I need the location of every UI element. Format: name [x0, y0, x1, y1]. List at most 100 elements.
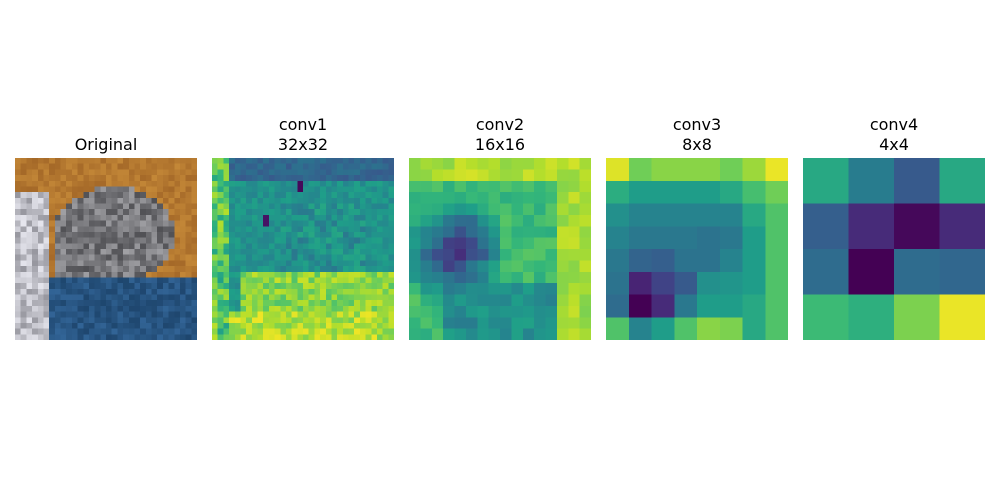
conv1-cell: [274, 237, 281, 244]
original-pixel: [191, 300, 197, 306]
conv1-cell: [314, 260, 321, 267]
original-pixel: [77, 169, 84, 176]
original-pixel: [66, 322, 72, 329]
original-pixel: [66, 317, 72, 324]
conv1-cell: [342, 311, 349, 318]
conv1-cell: [240, 192, 247, 198]
original-pixel: [117, 266, 124, 272]
conv1-cell: [234, 169, 241, 176]
conv1-cell: [229, 317, 235, 324]
conv1-cell: [212, 328, 218, 335]
original-pixel: [179, 180, 186, 187]
conv1-cell: [320, 283, 326, 289]
original-pixel: [191, 254, 197, 261]
original-pixel: [179, 249, 186, 255]
original-pixel: [111, 277, 118, 284]
conv1-cell: [212, 169, 218, 176]
conv1-cell: [376, 311, 383, 318]
conv2-cell: [500, 169, 512, 181]
original-pixel: [111, 226, 118, 233]
conv3-cell: [719, 158, 743, 182]
original-pixel: [66, 192, 72, 198]
original-pixel: [54, 311, 61, 318]
original-pixel: [37, 305, 44, 312]
original-pixel: [185, 283, 192, 289]
original-pixel: [111, 317, 118, 324]
original-pixel: [20, 260, 27, 267]
conv1-cell: [223, 311, 230, 318]
original-pixel: [49, 237, 55, 244]
conv1-cell: [246, 226, 252, 233]
original-pixel: [54, 203, 61, 210]
original-pixel: [168, 231, 175, 238]
conv2-cell: [465, 260, 478, 272]
original-pixel: [71, 175, 78, 181]
conv1-cell: [303, 243, 309, 250]
conv1-cell: [257, 322, 264, 329]
conv1-cell: [297, 169, 304, 176]
panel-title-text: conv1: [278, 115, 328, 134]
conv1-cell: [365, 334, 372, 340]
conv1-cell: [297, 214, 304, 221]
original-pixel: [32, 163, 38, 170]
original-pixel: [174, 203, 181, 210]
conv1-cell: [291, 169, 298, 176]
conv1-cell: [331, 334, 338, 340]
conv1-cell: [251, 197, 258, 204]
conv1-cell: [223, 260, 230, 267]
conv1-cell: [365, 169, 372, 176]
conv3-cell: [765, 294, 788, 318]
conv1-cell: [388, 334, 394, 340]
conv1-cell: [234, 220, 241, 227]
conv1-cell: [342, 209, 349, 215]
original-pixel: [106, 180, 112, 187]
conv1-cell: [251, 322, 258, 329]
conv1-cell: [246, 158, 252, 164]
conv1-cell: [314, 169, 321, 176]
conv1-cell: [354, 317, 360, 324]
conv1-cell: [337, 237, 343, 244]
conv2-cell: [500, 180, 512, 193]
conv2-cell: [500, 237, 512, 250]
original-pixel: [32, 192, 38, 198]
original-pixel: [26, 214, 33, 221]
conv1-cell: [251, 288, 258, 295]
original-pixel: [168, 197, 175, 204]
original-pixel: [191, 158, 197, 164]
original-pixel: [134, 249, 141, 255]
original-pixel: [88, 328, 95, 335]
conv1-cell: [371, 288, 378, 295]
original-pixel: [191, 277, 197, 284]
original-pixel: [60, 231, 67, 238]
original-pixel: [123, 328, 129, 335]
conv1-cell: [240, 266, 247, 272]
conv1-cell: [291, 209, 298, 215]
original-pixel: [15, 294, 21, 301]
original-pixel: [15, 271, 21, 278]
conv1-cell: [342, 243, 349, 250]
conv3-cell: [606, 203, 630, 227]
original-pixel: [26, 175, 33, 181]
conv1-cell: [388, 271, 394, 278]
conv1-cell: [285, 158, 292, 164]
conv3-cell: [651, 226, 675, 250]
original-pixel: [49, 243, 55, 250]
original-pixel: [60, 305, 67, 312]
conv1-cell: [354, 254, 360, 261]
original-pixel: [94, 317, 101, 324]
original-pixel: [77, 209, 84, 215]
conv4-heatmap-panel: [803, 158, 985, 340]
conv1-cell: [331, 209, 338, 215]
original-pixel: [134, 311, 141, 318]
conv1-cell: [229, 163, 235, 170]
original-pixel: [168, 175, 175, 181]
original-pixel: [94, 288, 101, 295]
original-pixel: [145, 220, 152, 227]
original-pixel: [185, 220, 192, 227]
conv1-cell: [359, 226, 366, 233]
conv1-cell: [371, 294, 378, 301]
conv1-cell: [365, 180, 372, 187]
original-pixel: [26, 249, 33, 255]
original-pixel: [157, 158, 163, 164]
original-pixel: [134, 328, 141, 335]
